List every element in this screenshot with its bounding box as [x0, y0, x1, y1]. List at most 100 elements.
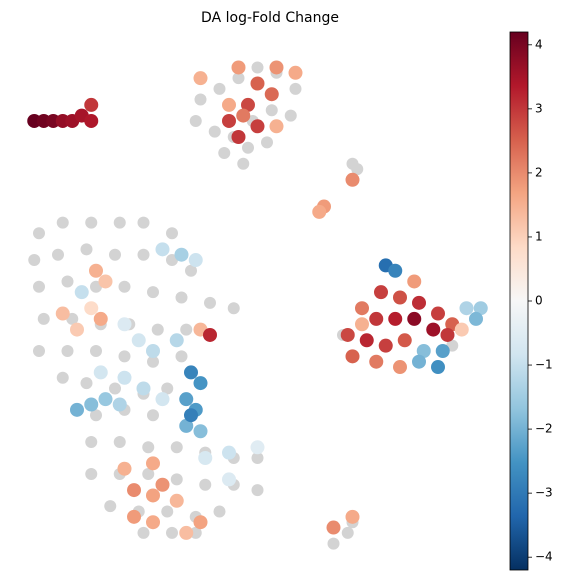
point	[388, 263, 403, 278]
point	[80, 243, 93, 256]
point	[237, 157, 250, 170]
colorbar-tick-label: −4	[535, 550, 553, 564]
point	[80, 377, 93, 390]
point	[155, 392, 170, 407]
point	[250, 119, 265, 134]
point	[369, 354, 384, 369]
point	[113, 216, 126, 229]
point	[127, 509, 141, 524]
point	[193, 515, 208, 530]
point	[147, 409, 159, 422]
point	[184, 365, 198, 380]
point	[84, 301, 99, 316]
point	[359, 333, 374, 348]
point	[326, 520, 341, 535]
point	[435, 344, 450, 358]
point	[70, 402, 84, 417]
point	[431, 306, 445, 321]
point	[169, 493, 184, 508]
point	[378, 338, 393, 353]
point	[117, 370, 132, 385]
point	[407, 274, 422, 289]
point	[179, 392, 194, 407]
point	[265, 104, 278, 117]
point	[161, 382, 174, 395]
point	[345, 172, 360, 187]
point	[469, 311, 483, 326]
point	[459, 301, 474, 316]
point	[170, 441, 183, 454]
point	[222, 113, 236, 128]
point	[388, 311, 403, 326]
point	[113, 435, 126, 448]
colorbar-gradient	[509, 31, 529, 571]
point	[104, 500, 117, 513]
point	[136, 381, 151, 396]
point	[407, 311, 422, 326]
point	[93, 311, 108, 326]
point	[242, 141, 254, 154]
point	[146, 456, 160, 471]
point	[33, 345, 45, 357]
point	[393, 290, 407, 305]
point	[208, 125, 221, 138]
point	[393, 360, 407, 375]
point	[341, 526, 354, 539]
point	[85, 216, 98, 229]
point	[251, 484, 264, 497]
point	[61, 345, 74, 357]
point	[189, 114, 202, 127]
point	[194, 93, 207, 106]
point	[426, 322, 441, 337]
point	[222, 445, 236, 460]
point	[85, 435, 98, 448]
point	[185, 264, 197, 277]
point	[33, 280, 45, 293]
point	[251, 61, 264, 74]
point	[142, 441, 155, 454]
point	[431, 360, 445, 375]
point	[269, 60, 284, 75]
point	[89, 263, 103, 278]
point	[109, 382, 121, 395]
point	[93, 365, 108, 380]
point	[227, 302, 240, 315]
point	[222, 472, 236, 487]
point	[146, 344, 160, 358]
point	[312, 204, 327, 219]
colorbar-tick-label: −1	[535, 358, 553, 372]
point	[147, 355, 159, 368]
point	[175, 291, 188, 304]
point	[473, 301, 488, 316]
point	[74, 285, 89, 300]
point	[193, 424, 208, 439]
point	[288, 65, 303, 80]
point	[218, 147, 231, 160]
point	[198, 451, 213, 465]
points	[27, 60, 488, 550]
point	[416, 344, 431, 358]
point	[98, 274, 113, 289]
point	[112, 397, 127, 412]
point	[250, 76, 265, 91]
point	[204, 296, 216, 309]
point	[146, 488, 160, 503]
point	[146, 515, 160, 530]
colorbar-tick-label: 2	[535, 165, 543, 179]
point	[84, 113, 99, 128]
point	[56, 371, 69, 384]
point	[345, 509, 360, 524]
point	[351, 163, 364, 176]
point	[327, 537, 340, 550]
point	[440, 327, 455, 342]
point	[151, 323, 164, 336]
point	[193, 71, 208, 86]
point	[222, 97, 236, 112]
point	[241, 97, 255, 112]
point	[56, 216, 69, 229]
point	[284, 109, 297, 122]
point	[251, 452, 264, 464]
point	[170, 473, 183, 486]
point	[155, 477, 170, 492]
